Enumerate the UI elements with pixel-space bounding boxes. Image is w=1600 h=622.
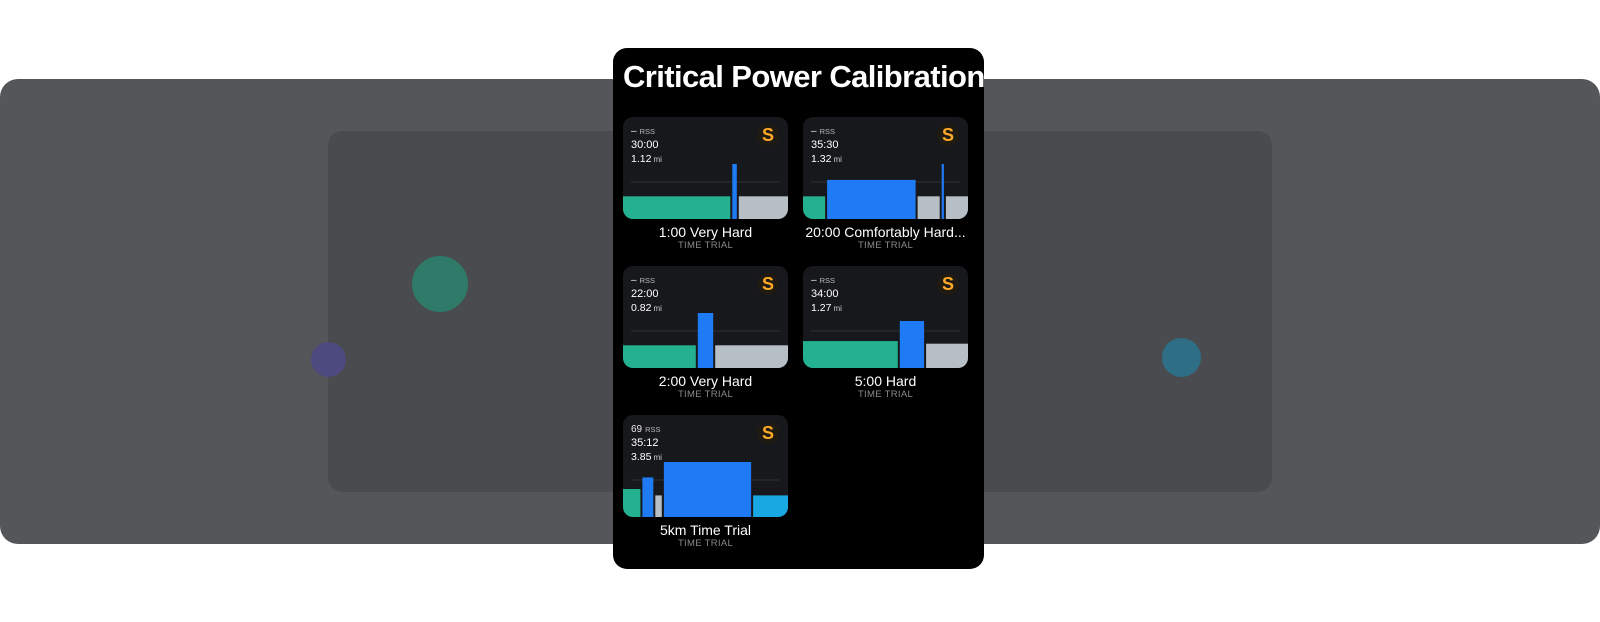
sport-badge-icon: S <box>757 273 779 295</box>
sport-badge-icon: S <box>757 422 779 444</box>
segment-effort <box>941 164 944 219</box>
workout-type: TIME TRIAL <box>677 240 734 251</box>
workout-duration: 30:00 <box>631 139 659 151</box>
segment-warmup <box>803 341 898 368</box>
segment-effort <box>697 313 714 368</box>
rss-number: – <box>631 126 637 137</box>
rss-number: – <box>631 275 637 286</box>
workout-card[interactable]: – RSS 34:00 1.27 mi S <box>803 266 968 368</box>
workout-distance: 1.12 mi <box>631 153 662 165</box>
rss-unit: RSS <box>639 276 655 285</box>
workout-intensity-chart <box>623 164 788 219</box>
segment-cooldown <box>753 495 788 517</box>
workout-type: TIME TRIAL <box>857 389 914 400</box>
segment-effort <box>732 164 737 219</box>
segment-effort <box>827 179 916 219</box>
rss-unit: RSS <box>819 127 835 136</box>
segment-recovery <box>945 196 968 219</box>
workout-name[interactable]: 20:00 Comfortably Hard... <box>805 224 966 240</box>
segment-recovery <box>926 343 968 368</box>
workout-intensity-chart <box>623 462 788 517</box>
rss-value: – RSS <box>631 275 655 287</box>
segment-warmup <box>623 489 641 517</box>
calibration-panel: Critical Power Calibration – RSS 30:00 1.12… <box>613 48 985 569</box>
rss-number: – <box>811 275 817 286</box>
decorative-circle-purple <box>311 342 346 377</box>
segment-recovery <box>655 495 662 517</box>
rss-unit: RSS <box>819 276 835 285</box>
rss-value: – RSS <box>631 126 655 138</box>
segment-effort <box>899 321 925 368</box>
segment-warmup <box>623 345 696 368</box>
workout-intensity-chart <box>623 313 788 368</box>
segment-effort <box>663 462 752 517</box>
decorative-circle-teal <box>1162 338 1201 377</box>
workout-card[interactable]: – RSS 35:30 1.32 mi S <box>803 117 968 219</box>
sport-badge-icon: S <box>937 273 959 295</box>
workout-card[interactable]: 69 RSS 35:12 3.85 mi S <box>623 415 788 517</box>
rss-number: 69 <box>631 424 643 435</box>
workout-card[interactable]: – RSS 30:00 1.12 mi S <box>623 117 788 219</box>
sport-badge-icon: S <box>757 124 779 146</box>
workout-duration: 35:12 <box>631 437 659 449</box>
workout-name[interactable]: 1:00 Very Hard <box>658 224 753 240</box>
workout-name[interactable]: 2:00 Very Hard <box>658 373 753 389</box>
rss-unit: RSS <box>639 127 655 136</box>
workout-distance: 0.82 mi <box>631 302 662 314</box>
segment-recovery <box>917 196 940 219</box>
rss-unit: RSS <box>645 425 661 434</box>
workout-distance: 3.85 mi <box>631 451 662 463</box>
workout-type: TIME TRIAL <box>677 389 734 400</box>
rss-value: 69 RSS <box>631 424 661 436</box>
segment-recovery <box>715 345 788 368</box>
panel-title: Critical Power Calibration <box>623 59 985 94</box>
rss-number: – <box>811 126 817 137</box>
workout-name[interactable]: 5km Time Trial <box>659 522 751 538</box>
segment-recovery <box>738 196 788 219</box>
workout-type: TIME TRIAL <box>677 538 734 549</box>
segment-effort <box>642 477 654 517</box>
workout-intensity-chart <box>803 321 968 368</box>
workout-type: TIME TRIAL <box>857 240 914 251</box>
rss-value: – RSS <box>811 126 835 138</box>
workout-duration: 22:00 <box>631 288 659 300</box>
segment-warmup <box>623 196 731 219</box>
workout-distance: 1.32 mi <box>811 153 842 165</box>
decorative-circle-green <box>412 256 468 312</box>
rss-value: – RSS <box>811 275 835 287</box>
workout-intensity-chart <box>803 164 968 219</box>
workout-duration: 34:00 <box>811 288 839 300</box>
segment-warmup <box>803 196 826 219</box>
workout-distance: 1.27 mi <box>811 302 842 314</box>
workout-duration: 35:30 <box>811 139 839 151</box>
sport-badge-icon: S <box>937 124 959 146</box>
workout-name[interactable]: 5:00 Hard <box>854 373 917 389</box>
workout-card[interactable]: – RSS 22:00 0.82 mi S <box>623 266 788 368</box>
